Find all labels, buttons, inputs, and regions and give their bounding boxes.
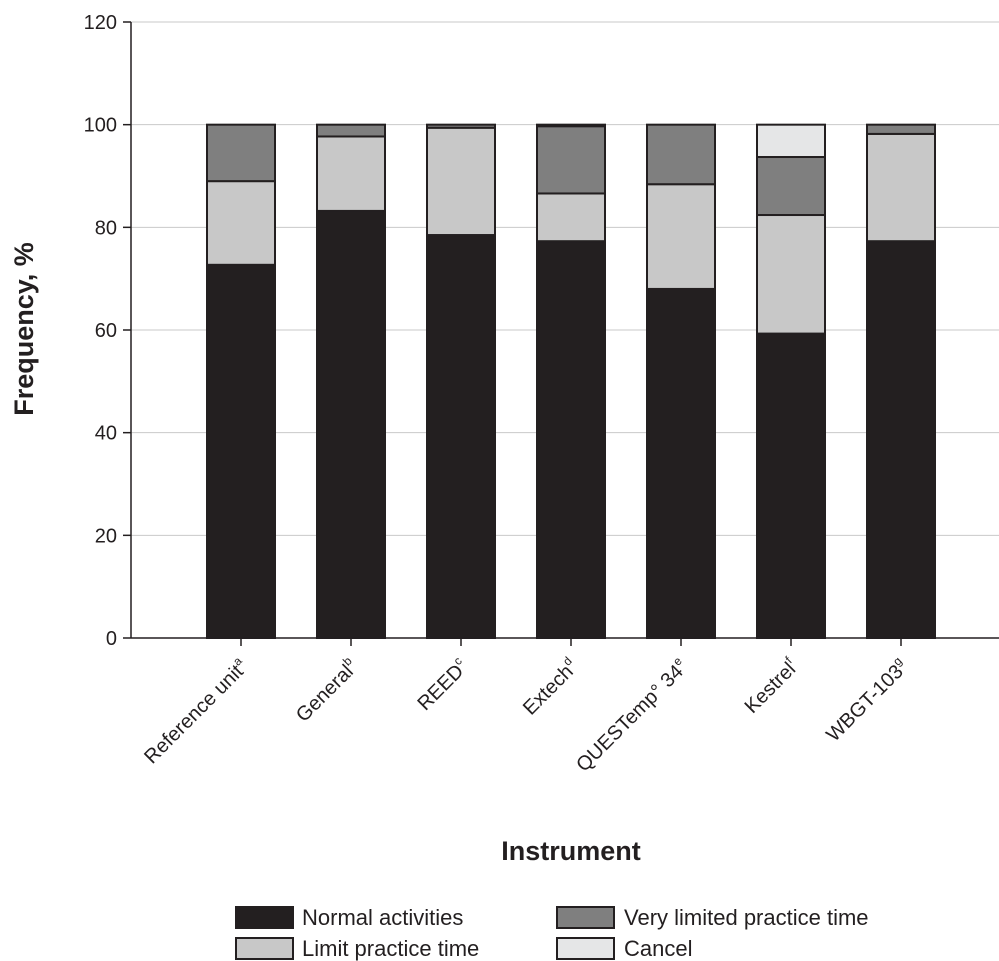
y-tick-label: 100	[84, 115, 117, 137]
x-tick-label-name: QUESTemp° 34	[572, 661, 688, 777]
x-tick-label-name: Extech	[519, 661, 578, 720]
legend-item-cancel: Cancel	[556, 936, 692, 961]
bar-segment	[206, 180, 276, 266]
legend-item-very-limited-practice-time: Very limited practice time	[556, 905, 869, 930]
legend-swatch-cancel	[556, 937, 615, 960]
bar-stack	[866, 123, 936, 639]
bar-segment	[866, 123, 936, 135]
bar-segment	[206, 263, 276, 639]
bar-segment	[756, 332, 826, 639]
legend-label-normal-activities: Normal activities	[302, 905, 463, 930]
bar-segment	[536, 240, 606, 639]
x-tick-label-name: REED	[413, 660, 468, 715]
bar-segment	[316, 123, 386, 138]
x-tick-label: REEDc	[411, 654, 472, 715]
y-tick-label: 20	[95, 525, 117, 547]
bar-segment	[536, 123, 606, 128]
bar-stack	[646, 123, 716, 639]
x-tick-label: WBGT-103g	[820, 654, 912, 746]
bar-segment	[316, 209, 386, 639]
x-tick-label: Generalb	[290, 654, 363, 727]
x-tick-label-name: Kestrel	[741, 658, 801, 718]
legend-swatch-very-limited-practice-time	[556, 906, 615, 929]
bar-segment	[866, 132, 936, 243]
bar-segment	[426, 126, 496, 237]
x-tick-label: Kestrelf	[738, 653, 803, 718]
bar-segment	[426, 123, 496, 129]
legend-label-cancel: Cancel	[624, 936, 692, 961]
y-tick-label: 80	[95, 217, 117, 239]
bar-segment	[206, 123, 276, 183]
bar-stack	[316, 123, 386, 639]
legend-swatch-limit-practice-time	[235, 937, 294, 960]
x-tick-label-name: General	[292, 661, 358, 727]
x-axis-ticks: Reference unita Generalb REEDc ExtechdQUEST…	[138, 638, 912, 777]
bar-stack	[206, 123, 276, 639]
x-tick-label-name: Reference unit	[140, 660, 248, 768]
bar-stack	[756, 123, 826, 639]
y-axis-title: Frequency, %	[9, 242, 39, 416]
x-tick-label: Reference unita	[138, 654, 253, 769]
bar-segment	[756, 214, 826, 335]
y-tick-label: 120	[84, 12, 117, 34]
bar-segment	[536, 192, 606, 243]
bar-segment	[646, 287, 716, 639]
y-tick-label: 60	[95, 320, 117, 342]
bar-stack	[426, 123, 496, 640]
y-tick-label: 40	[95, 423, 117, 445]
x-tick-label: QUESTemp° 34e	[570, 654, 693, 777]
x-tick-label-name: WBGT-103	[822, 661, 908, 747]
bar-segment	[756, 123, 826, 159]
bar-segment	[866, 240, 936, 639]
bars	[206, 123, 936, 640]
x-axis-title: Instrument	[501, 836, 641, 866]
legend: Normal activities Very limited practice …	[235, 905, 869, 961]
legend-item-limit-practice-time: Limit practice time	[235, 936, 479, 961]
bar-stack	[536, 123, 606, 639]
legend-swatch-normal-activities	[235, 906, 294, 929]
bar-segment	[536, 125, 606, 195]
y-tick-label: 0	[106, 628, 117, 650]
legend-label-limit-practice-time: Limit practice time	[302, 936, 479, 961]
legend-label-very-limited-practice-time: Very limited practice time	[624, 905, 869, 930]
x-tick-label: Extechd	[517, 654, 583, 720]
bar-segment	[316, 135, 386, 212]
y-axis-ticks: 0 20 40 60 80 100 120	[84, 12, 131, 650]
bar-segment	[756, 156, 826, 217]
legend-item-normal-activities: Normal activities	[235, 905, 463, 930]
bar-segment	[426, 234, 496, 640]
bar-segment	[646, 183, 716, 290]
bar-segment	[646, 123, 716, 186]
